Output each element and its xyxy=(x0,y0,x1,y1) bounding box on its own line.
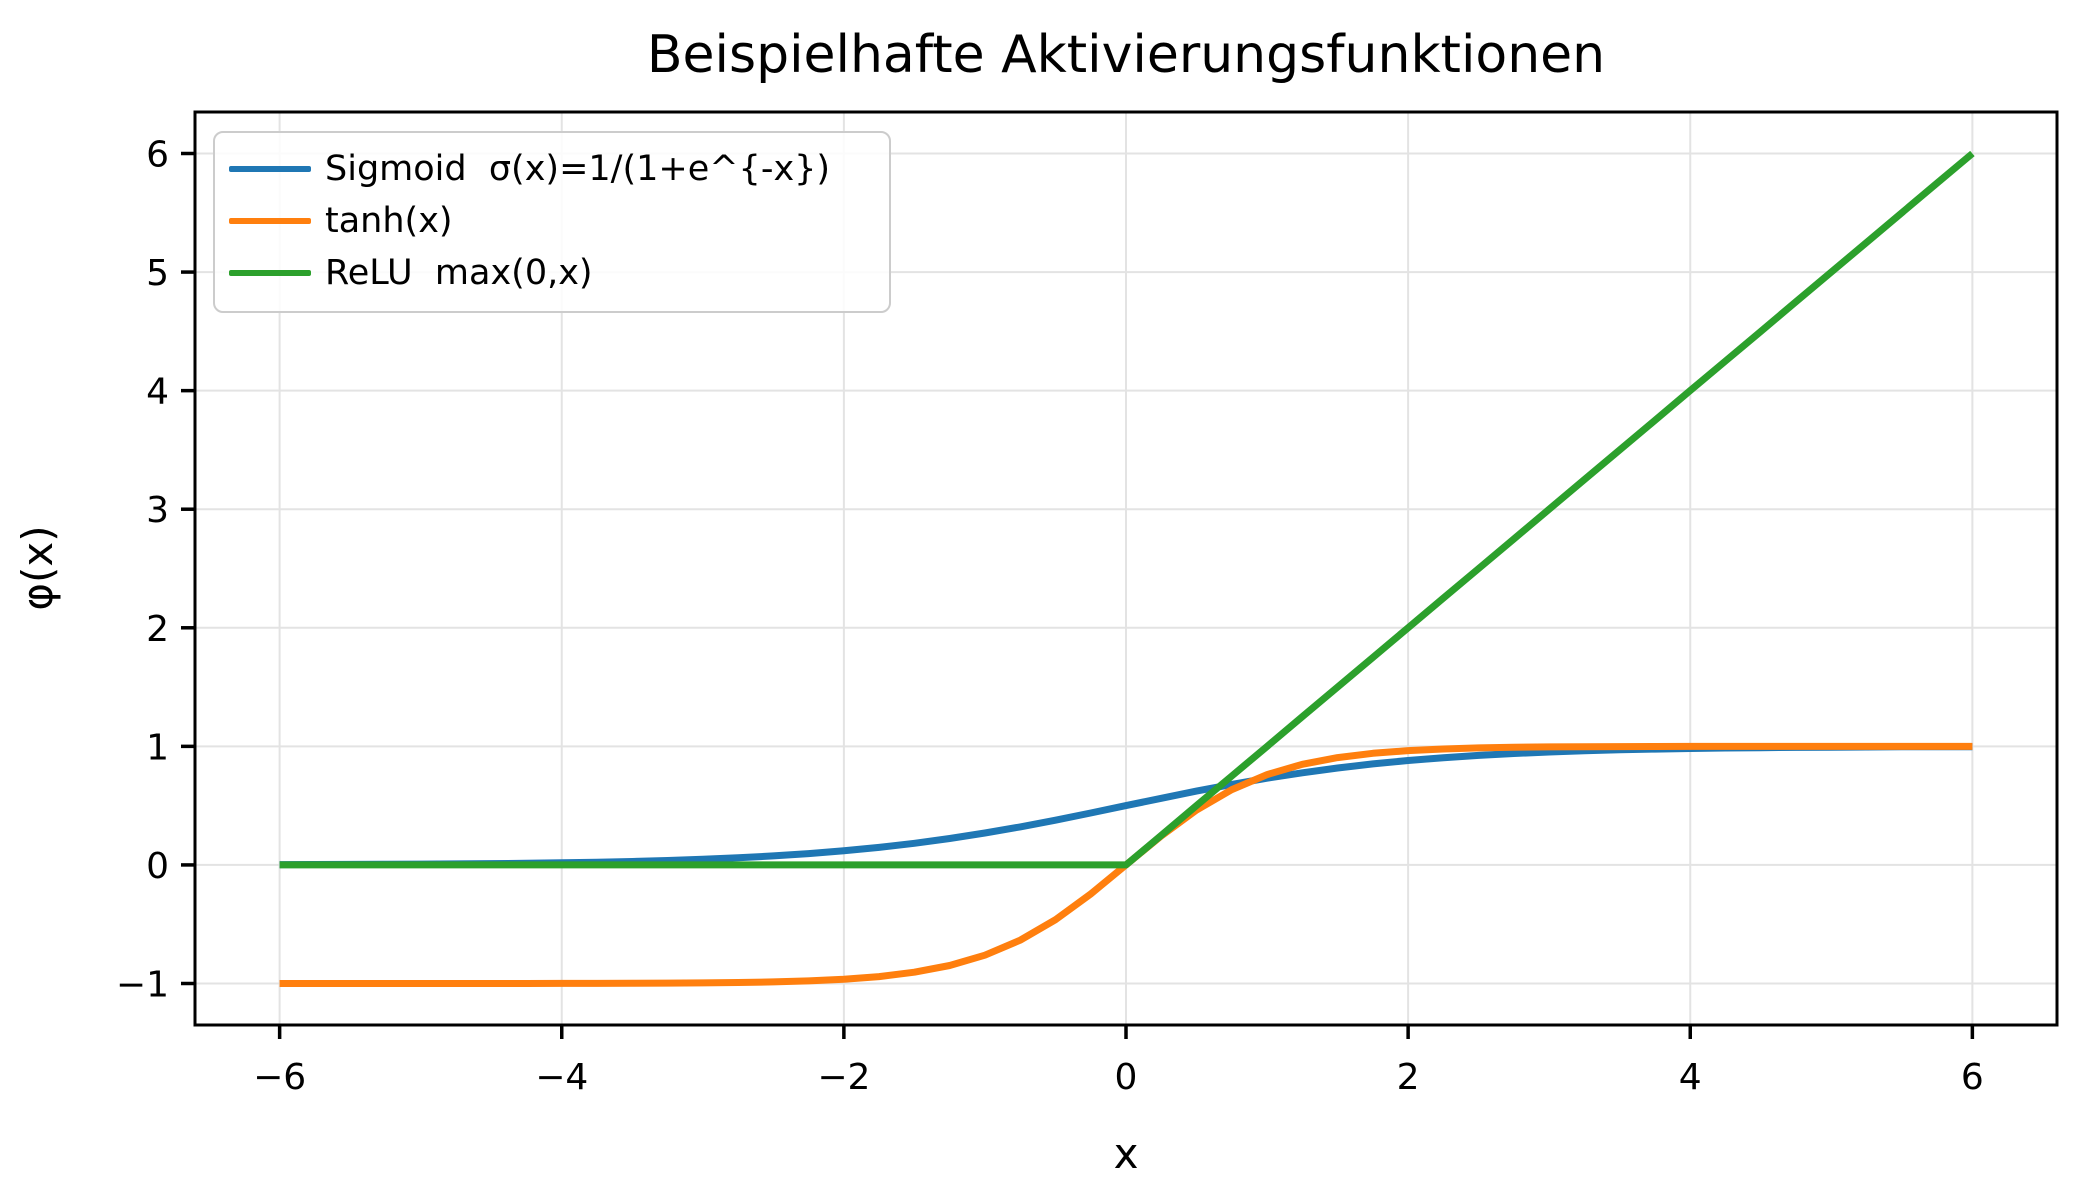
y-tick-label: 6 xyxy=(146,135,169,176)
x-tick-label: 2 xyxy=(1397,1057,1420,1098)
x-tick-label: −2 xyxy=(817,1057,870,1098)
legend-item-sigmoid: Sigmoid σ(x)=1/(1+e^{-x}) xyxy=(229,143,871,195)
x-tick-label: 4 xyxy=(1679,1057,1702,1098)
y-tick-label: 0 xyxy=(146,846,169,887)
legend-label: tanh(x) xyxy=(325,200,453,241)
x-tick-label: −4 xyxy=(535,1057,588,1098)
x-tick-label: 0 xyxy=(1115,1057,1138,1098)
legend-item-relu: ReLU max(0,x) xyxy=(229,247,871,299)
legend-line-swatch xyxy=(229,166,311,172)
y-tick-label: 1 xyxy=(146,727,169,768)
y-axis-label: φ(x) xyxy=(13,525,62,610)
x-tick-label: 6 xyxy=(1961,1057,1984,1098)
y-tick-label: 5 xyxy=(146,253,169,294)
x-axis-label: x xyxy=(1114,1129,1139,1178)
y-tick-label: 4 xyxy=(146,372,169,413)
legend: Sigmoid σ(x)=1/(1+e^{-x}) tanh(x) ReLU max… xyxy=(213,131,891,313)
legend-line-swatch xyxy=(229,218,311,224)
curves xyxy=(279,150,1975,987)
x-tick-label: −6 xyxy=(253,1057,306,1098)
y-tick-label: 3 xyxy=(146,490,169,531)
legend-label: Sigmoid σ(x)=1/(1+e^{-x}) xyxy=(325,148,831,189)
legend-item-tanh: tanh(x) xyxy=(229,195,871,247)
chart-title: Beispielhafte Aktivierungsfunktionen xyxy=(647,25,1605,85)
legend-label: ReLU max(0,x) xyxy=(325,252,593,293)
legend-line-swatch xyxy=(229,270,311,276)
y-tick-label: 2 xyxy=(146,609,169,650)
curve-relu xyxy=(279,150,1975,869)
y-tick-label: −1 xyxy=(116,965,169,1006)
axis-ticks: −6 −4 −2 0 2 4 6 −1 0 1 2 3 4 5 6 xyxy=(116,135,1984,1099)
